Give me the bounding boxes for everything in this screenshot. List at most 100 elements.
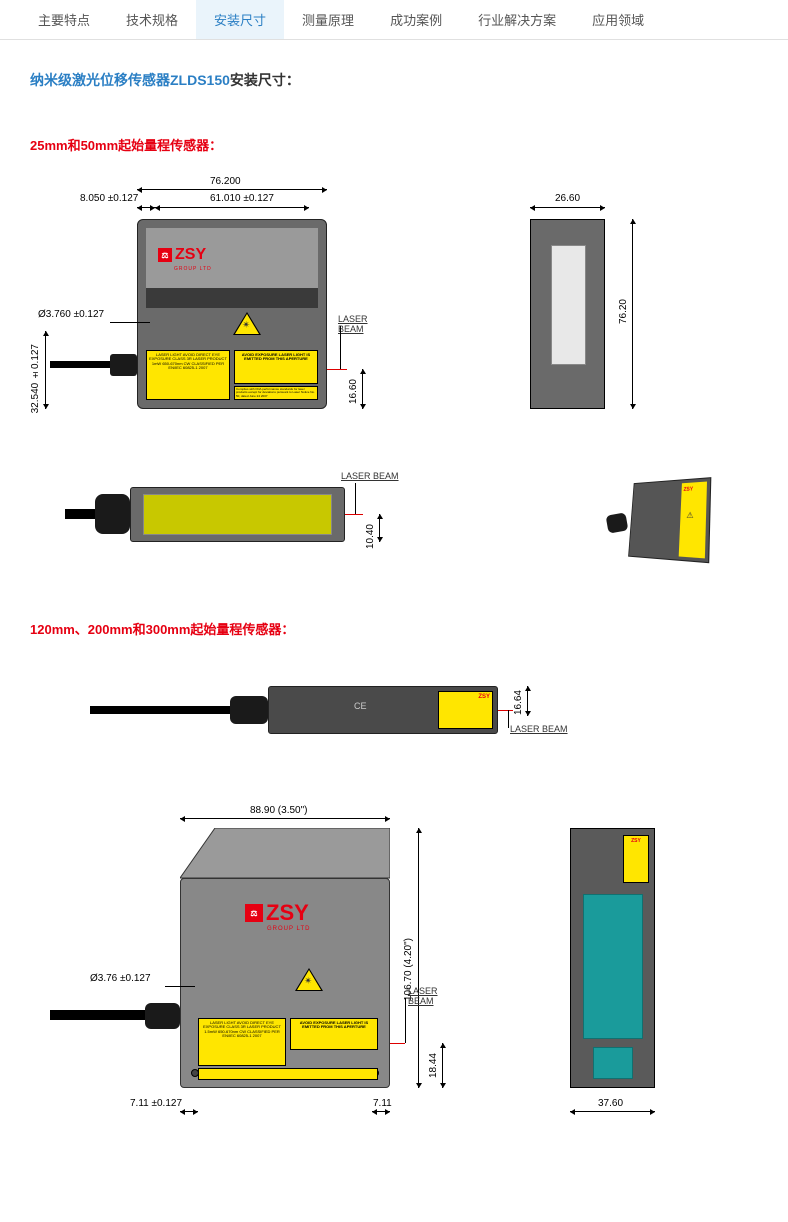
warning-label-right: AVOID EXPOSURE LASER LIGHT IS EMITTED FR… xyxy=(234,350,318,384)
section2-header: 120mm、200mm和300mm起始量程传感器： xyxy=(30,619,758,638)
dim-text: 37.60 xyxy=(598,1098,623,1109)
side-logo: ZSY xyxy=(624,836,648,844)
warn-text: LASER LIGHT AVOID DIRECT EYE EXPOSURE CL… xyxy=(201,1021,283,1039)
tab-dimensions[interactable]: 安装尺寸 xyxy=(196,0,284,39)
tab-principle[interactable]: 测量原理 xyxy=(284,0,372,39)
laser-beam-indicator xyxy=(345,514,363,515)
logo-sub: GROUP LTD xyxy=(174,266,212,272)
laser-beam-label: LASER BEAM xyxy=(408,986,450,1006)
dim-text: 18.44 xyxy=(428,1053,439,1078)
leader-line xyxy=(405,998,406,1043)
sensor2-top-view: CE ZSY 16.64 LASER BEAM xyxy=(90,668,570,768)
bottom-body xyxy=(130,487,345,542)
side-window xyxy=(551,245,586,365)
logo: ⚖ ZSY xyxy=(158,246,206,264)
cable xyxy=(90,706,230,714)
page-title: 纳米级激光位移传感器ZLDS150安装尺寸： xyxy=(30,70,758,90)
laser-beam-label: LASER BEAM xyxy=(341,471,399,481)
ce-mark: CE xyxy=(354,701,367,711)
dim-line xyxy=(155,207,309,208)
warn-text: Complies with FDA performance standards … xyxy=(236,388,316,398)
laser-beam-indicator xyxy=(390,1043,405,1044)
logo: ⚖ ZSY xyxy=(245,900,309,926)
logo-icon: ⚖ xyxy=(158,248,172,262)
dim-text: 16.60 xyxy=(348,379,359,404)
cable xyxy=(50,361,110,368)
dim-text: 16.64 xyxy=(513,690,524,715)
section2-row2: 88.90 (3.50") ⚖ ZSY GROUP LTD ✴ xyxy=(30,808,758,1118)
iso-label: ZSY ⚠ xyxy=(679,482,707,559)
side-label: ZSY xyxy=(623,835,649,883)
dim-line xyxy=(442,1043,443,1088)
dim-text: 32.540 ±0.127 xyxy=(30,344,41,413)
side-body: ZSY xyxy=(570,828,655,1088)
dark-strip xyxy=(146,288,318,308)
tab-bar: 主要特点 技术规格 安装尺寸 测量原理 成功案例 行业解决方案 应用领域 xyxy=(0,0,788,40)
warning-label-bottom xyxy=(198,1068,378,1080)
section2-row1: CE ZSY 16.64 LASER BEAM xyxy=(30,668,758,768)
sensor1-side-view: 26.60 76.20 xyxy=(510,179,680,439)
dim-text: 8.050 ±0.127 xyxy=(80,193,138,204)
dim-text: 10.40 xyxy=(365,524,376,549)
sensor1-front-view: 76.200 61.010 ±0.127 8.050 ±0.127 ⚖ ZSY … xyxy=(50,179,380,439)
tab-features[interactable]: 主要特点 xyxy=(20,0,108,39)
content-area: 纳米级激光位移传感器ZLDS150安装尺寸： 25mm和50mm起始量程传感器：… xyxy=(0,40,788,1168)
section1-header: 25mm和50mm起始量程传感器： xyxy=(30,135,758,154)
teal-window-small xyxy=(593,1047,633,1079)
dim-text: 76.200 xyxy=(210,176,241,187)
warning-label-bottom: Complies with FDA performance standards … xyxy=(234,386,318,400)
dim-text: 26.60 xyxy=(555,193,580,204)
warning-label-right: AVOID EXPOSURE LASER LIGHT IS EMITTED FR… xyxy=(290,1018,378,1050)
angled-top xyxy=(180,828,390,888)
cable xyxy=(65,509,95,519)
laser-beam-label: LASER BEAM xyxy=(338,314,380,334)
iso-body: ZSY ⚠ xyxy=(628,477,711,563)
sensor1-iso-view: ZSY ⚠ xyxy=(615,459,725,579)
tab-solutions[interactable]: 行业解决方案 xyxy=(460,0,574,39)
cable-gland xyxy=(95,494,130,534)
leader-line xyxy=(355,483,356,514)
dim-line xyxy=(137,207,155,208)
title-prefix: 纳米级激光位移传感器ZLDS150 xyxy=(30,72,230,88)
dim-text: 88.90 (3.50") xyxy=(250,805,307,816)
laser-beam-label: LASER BEAM xyxy=(510,724,568,734)
dim-line xyxy=(418,828,419,1088)
laser-beam-indicator xyxy=(327,369,347,370)
dim-line xyxy=(530,207,605,208)
dim-line xyxy=(180,1111,198,1112)
title-suffix: 安装尺寸： xyxy=(230,72,300,88)
side-body xyxy=(530,219,605,409)
dim-line xyxy=(362,369,363,409)
tab-specs[interactable]: 技术规格 xyxy=(108,0,196,39)
cable-connector xyxy=(110,354,137,376)
warning-label-left: LASER LIGHT AVOID DIRECT EYE EXPOSURE CL… xyxy=(198,1018,286,1066)
dim-line xyxy=(379,514,380,542)
sensor-body: ⚖ ZSY GROUP LTD ✴ LASER LIGHT AVOID DIRE… xyxy=(137,219,327,409)
dim-text: 61.010 ±0.127 xyxy=(210,193,274,204)
dim-line xyxy=(570,1111,655,1112)
leader-line xyxy=(340,326,341,369)
dim-text: 76.20 xyxy=(618,299,629,324)
dim-line xyxy=(527,686,528,716)
logo-icon: ⚖ xyxy=(245,904,263,922)
section1-row2: LASER BEAM 10.40 ZSY ⚠ xyxy=(30,469,758,579)
sensor2-front-view: 88.90 (3.50") ⚖ ZSY GROUP LTD ✴ xyxy=(50,808,450,1118)
laser-beam-indicator xyxy=(498,710,513,711)
tab-cases[interactable]: 成功案例 xyxy=(372,0,460,39)
dim-line xyxy=(110,322,150,323)
dim-line xyxy=(372,1111,390,1112)
dim-line xyxy=(180,818,390,819)
dim-text: 7.11 ±0.127 xyxy=(130,1098,182,1109)
section1-row1: 76.200 61.010 ±0.127 8.050 ±0.127 ⚖ ZSY … xyxy=(30,179,758,439)
sensor2-side-view: ZSY 37.60 xyxy=(550,808,690,1118)
dim-text: 7.11 xyxy=(373,1098,392,1109)
tab-applications[interactable]: 应用领域 xyxy=(574,0,662,39)
logo-text: ZSY xyxy=(175,246,206,264)
iso-logo: ZSY xyxy=(683,486,693,492)
dim-text: Ø3.760 ±0.127 xyxy=(38,309,104,320)
warn-text: LASER LIGHT AVOID DIRECT EYE EXPOSURE CL… xyxy=(149,353,227,371)
leader-line xyxy=(508,710,509,728)
top-body: CE ZSY xyxy=(268,686,498,734)
dim-line xyxy=(632,219,633,409)
dim-line xyxy=(165,986,195,987)
